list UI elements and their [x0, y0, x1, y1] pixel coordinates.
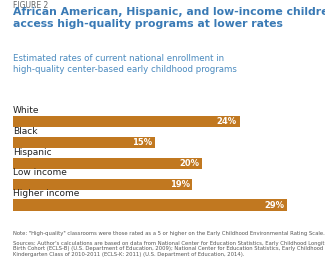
Text: 19%: 19% — [170, 180, 189, 189]
Bar — [13, 179, 192, 190]
Bar — [13, 116, 240, 127]
Text: African American, Hispanic, and low-income children
access high-quality programs: African American, Hispanic, and low-inco… — [13, 7, 325, 28]
Text: 20%: 20% — [179, 159, 199, 168]
Text: Low income: Low income — [13, 169, 67, 177]
Bar — [13, 137, 155, 148]
Text: Higher income: Higher income — [13, 189, 79, 198]
Text: Estimated rates of current national enrollment in
high-quality center-based earl: Estimated rates of current national enro… — [13, 54, 237, 74]
Bar — [13, 158, 202, 169]
Text: 29%: 29% — [264, 201, 284, 210]
Text: White: White — [13, 106, 40, 115]
Text: 15%: 15% — [132, 138, 152, 147]
Bar — [13, 199, 287, 211]
Text: Sources: Author's calculations are based on data from National Center for Educat: Sources: Author's calculations are based… — [13, 241, 325, 257]
Text: Hispanic: Hispanic — [13, 148, 52, 157]
Text: 24%: 24% — [217, 117, 237, 126]
Text: Black: Black — [13, 127, 37, 136]
Text: Note: "High-quality" classrooms were those rated as a 5 or higher on the Early C: Note: "High-quality" classrooms were tho… — [13, 231, 325, 236]
Text: FIGURE 2: FIGURE 2 — [13, 1, 48, 10]
